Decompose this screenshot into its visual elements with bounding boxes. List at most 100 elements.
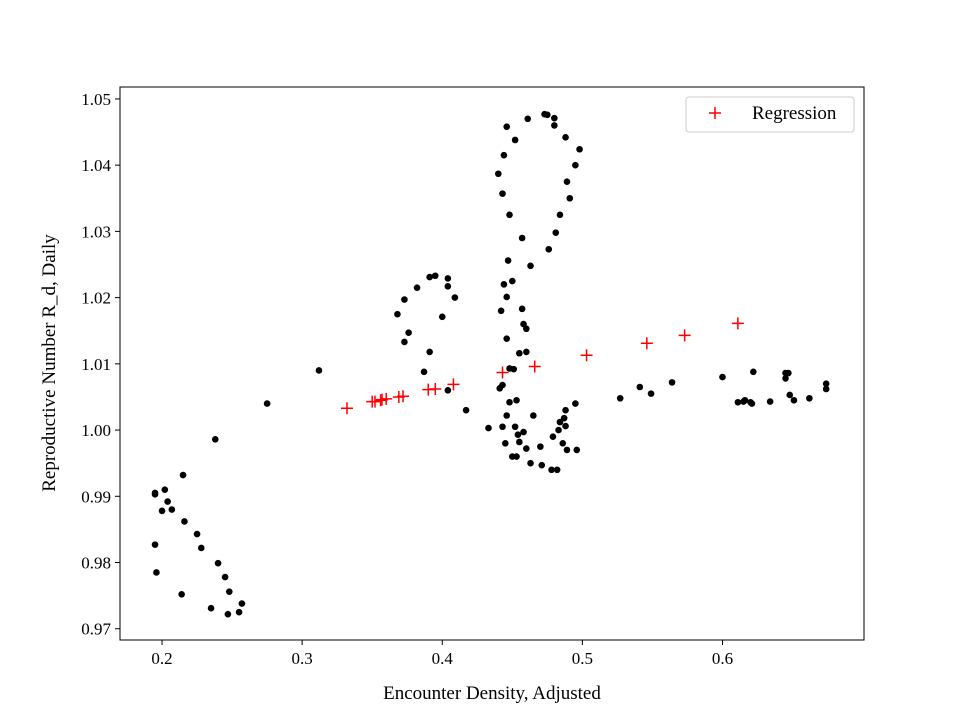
x-axis-ticks: 0.2 0.3 0.4 0.5 0.6: [151, 640, 733, 668]
data-point: [544, 111, 551, 119]
regression-point: [369, 395, 382, 408]
data-point: [766, 398, 774, 405]
x-tick-label: 0.6: [712, 649, 733, 668]
data-point: [562, 422, 569, 430]
data-point: [224, 610, 232, 618]
data-point: [552, 229, 560, 237]
data-point: [513, 453, 520, 460]
data-point: [790, 396, 798, 404]
data-point: [527, 262, 534, 270]
data-point: [572, 161, 579, 169]
regression-point: [397, 390, 410, 403]
regression-point: [340, 402, 353, 415]
data-point: [576, 145, 583, 153]
data-point: [514, 431, 522, 438]
data-point: [221, 573, 229, 581]
data-point: [524, 115, 532, 123]
legend: Regression: [685, 96, 855, 133]
data-point: [161, 486, 169, 493]
data-point: [495, 170, 502, 178]
data-point: [566, 194, 574, 202]
legend-label-regression: Regression: [752, 103, 837, 124]
data-point: [394, 310, 401, 318]
regression-point: [731, 317, 744, 330]
data-point: [500, 281, 508, 288]
y-tick-label: 1.01: [81, 355, 111, 374]
data-point: [503, 293, 511, 301]
legend-box: [685, 96, 855, 133]
data-point: [748, 400, 756, 407]
data-point: [509, 277, 516, 285]
data-point: [431, 272, 439, 280]
data-point: [193, 530, 201, 538]
plot-marks: [151, 110, 830, 618]
data-point: [503, 335, 511, 342]
data-point: [401, 338, 408, 346]
data-point: [562, 406, 569, 414]
data-point: [511, 136, 519, 144]
data-point: [506, 211, 513, 219]
regression-point: [678, 329, 691, 342]
data-point: [438, 313, 446, 321]
data-point: [499, 423, 506, 431]
x-tick-label: 0.5: [572, 649, 593, 668]
data-point: [511, 423, 519, 431]
data-point: [750, 368, 757, 376]
data-point: [444, 275, 452, 282]
data-point: [225, 588, 233, 595]
data-point: [151, 541, 159, 548]
data-point: [518, 234, 526, 242]
data-point: [151, 490, 159, 498]
data-point: [214, 559, 222, 567]
data-point: [553, 466, 561, 474]
data-point: [503, 412, 511, 419]
data-point: [822, 385, 830, 393]
data-point: [555, 426, 562, 434]
regression-point: [640, 337, 653, 350]
y-axis-ticks: 0.97 0.98 0.99 1.00 1.01 1.02 1.03 1.04 1.05: [81, 90, 120, 639]
data-point: [263, 400, 271, 407]
data-point: [559, 440, 567, 447]
data-point: [785, 369, 792, 377]
data-point: [420, 368, 428, 376]
data-point: [451, 294, 459, 301]
y-tick-label: 0.99: [81, 487, 111, 506]
y-axis-label: Reproductive Number R_d, Daily: [39, 234, 60, 492]
regression-point: [429, 382, 442, 395]
data-point: [497, 307, 505, 315]
data-point: [413, 284, 421, 291]
data-point: [527, 459, 534, 467]
y-tick-label: 1.04: [81, 156, 111, 175]
y-tick-label: 0.97: [81, 620, 111, 639]
data-point: [562, 134, 569, 141]
data-point: [551, 114, 558, 122]
y-tick-label: 1.00: [81, 421, 111, 440]
data-point: [548, 466, 555, 474]
data-point: [516, 349, 523, 357]
data-point: [518, 305, 526, 313]
data-point: [235, 608, 243, 616]
data-point: [782, 375, 789, 382]
x-tick-label: 0.2: [151, 649, 172, 668]
data-point: [556, 418, 564, 426]
data-point: [500, 151, 508, 159]
data-point: [545, 245, 553, 253]
data-point: [741, 396, 749, 404]
data-point: [506, 398, 513, 406]
data-point: [786, 391, 794, 399]
data-point: [462, 406, 470, 414]
data-point: [499, 190, 506, 197]
data-point: [616, 394, 624, 402]
data-point: [168, 506, 176, 513]
legend-marker: [709, 107, 721, 119]
data-point: [530, 412, 537, 419]
data-point: [516, 438, 523, 446]
data-point: [499, 381, 506, 389]
data-point: [572, 400, 579, 407]
data-point: [636, 383, 644, 391]
data-point: [523, 348, 530, 356]
data-point: [181, 518, 188, 525]
y-tick-label: 1.02: [81, 289, 111, 308]
data-point: [207, 604, 215, 612]
